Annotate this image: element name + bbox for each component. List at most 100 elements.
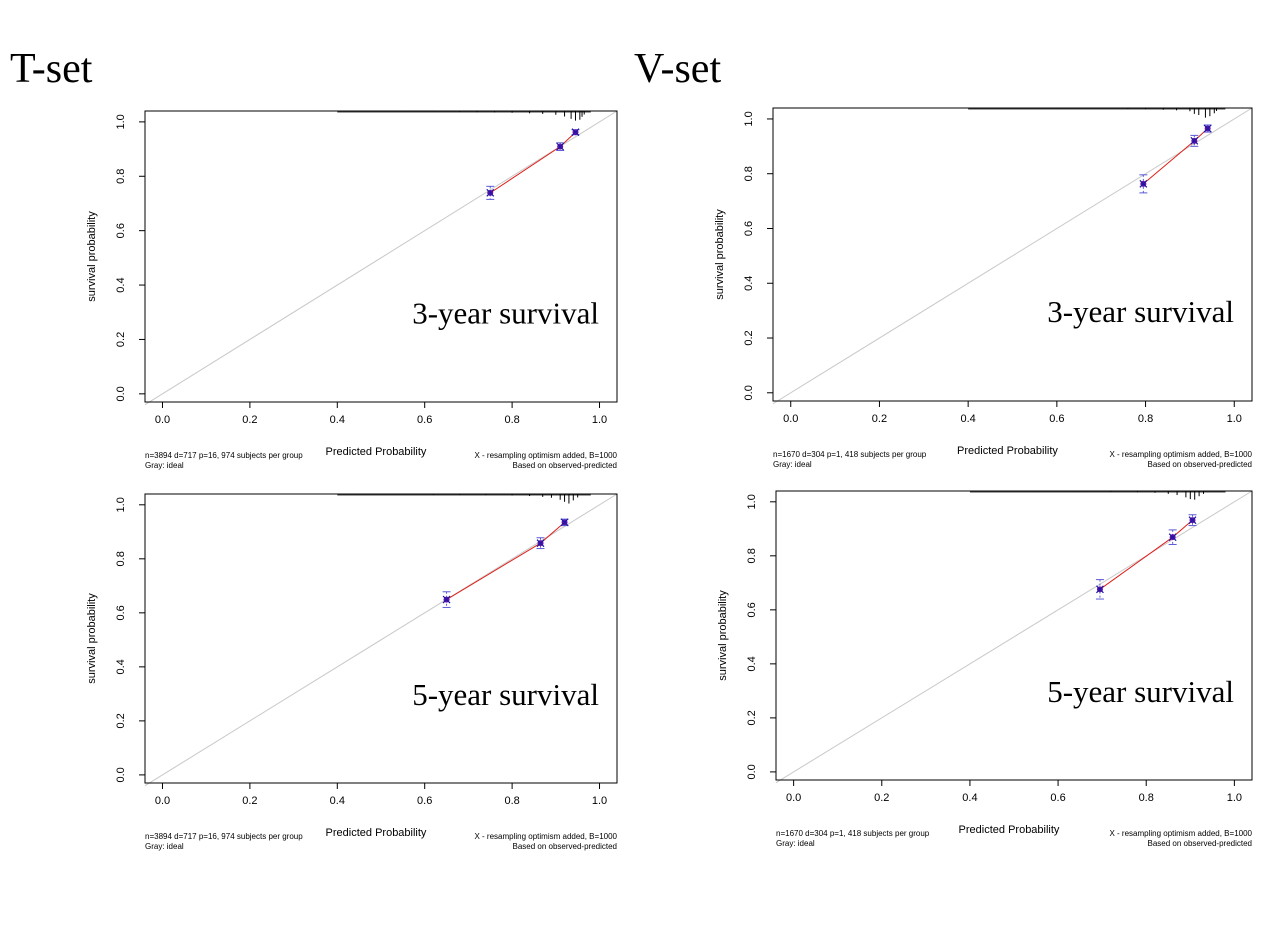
y-tick-label: 0.0 [115,767,127,782]
y-tick-label: 0.8 [743,166,755,181]
y-tick-label: 0.0 [115,386,127,401]
v-set-label: V-set [634,46,722,92]
y-tick-label: 1.0 [115,497,127,512]
x-axis-label: Predicted Probability [326,827,427,839]
x-tick-label: 0.2 [874,792,889,804]
x-tick-label: 1.0 [592,795,607,807]
y-axis-label: survival probability [717,590,729,681]
footnote-left: n=3894 d=717 p=16, 974 subjects per grou… [145,832,303,841]
x-tick-label: 0.0 [786,792,801,804]
x-tick-label: 0.6 [1049,413,1064,425]
footnote-right: Based on observed-predicted [1147,839,1252,848]
optimism-x-marker [1203,124,1212,133]
optimism-x-marker [486,188,495,197]
calibration-line [1099,519,1193,590]
x-axis-label: Predicted Probability [959,824,1060,836]
x-tick-label: 0.8 [504,414,519,426]
optimism-x-marker [1096,585,1104,594]
x-tick-label: 0.6 [1050,792,1065,804]
footnote-left: Gray: ideal [776,839,815,848]
plot-frame [144,493,618,784]
calibration-panel-3: 0.0 0.2 0.4 0.6 0.8 1.0 0.0 0.2 0.4 0.6 0.8 1.0 Pred… [86,493,618,851]
calibration-panel-4: 0.0 0.2 0.4 0.6 0.8 1.0 0.0 0.2 0.4 0.6 0.8 1.0 Pred… [717,490,1253,848]
y-tick-label: 0.4 [115,277,127,292]
optimism-x-marker [1190,136,1199,145]
plot-frame [772,107,1253,402]
x-tick-label: 0.2 [872,413,887,425]
optimism-x-marker [1168,533,1177,542]
footnote-right: X - resampling optimism added, B=1000 [1109,450,1252,459]
optimism-x-marker [556,142,565,151]
x-tick-label: 1.0 [1227,413,1242,425]
footnote-right: Based on observed-predicted [512,842,617,851]
y-tick-label: 0.8 [115,169,127,184]
y-tick-label: 0.0 [746,764,758,779]
ideal-line [775,490,1253,784]
optimism-x-marker [1188,516,1197,525]
y-tick-label: 0.6 [743,221,755,236]
footnote-left: n=1670 d=304 p=1, 418 subjects per group [776,829,930,838]
x-tick-label: 0.0 [155,795,170,807]
x-tick-label: 0.4 [962,792,977,804]
x-axis-label: Predicted Probability [957,445,1058,457]
calibration-line [1143,128,1208,185]
x-tick-label: 0.8 [1139,792,1154,804]
optimism-x-marker [536,539,545,548]
x-tick-label: 0.4 [960,413,975,425]
x-axis-label: Predicted Probability [326,446,427,458]
plot-frame [775,490,1253,781]
y-tick-label: 0.6 [115,605,127,620]
footnote-right: X - resampling optimism added, B=1000 [1109,829,1252,838]
x-tick-label: 0.4 [330,414,345,426]
survival-annotation: 3-year survival [412,295,599,330]
plot-frame [144,110,618,403]
footnote-right: X - resampling optimism added, B=1000 [474,832,617,841]
x-tick-label: 0.8 [1138,413,1153,425]
x-tick-label: 0.2 [242,795,257,807]
y-tick-label: 0.4 [746,656,758,671]
y-tick-label: 0.8 [115,551,127,566]
optimism-x-marker [560,518,569,527]
y-tick-label: 0.4 [743,276,755,291]
optimism-x-marker [571,128,580,137]
y-tick-label: 1.0 [115,114,127,129]
footnote-left: n=3894 d=717 p=16, 974 subjects per grou… [145,451,303,460]
survival-annotation: 5-year survival [1047,674,1234,709]
optimism-x-marker [1139,179,1148,188]
x-tick-label: 0.6 [417,414,432,426]
y-tick-label: 0.8 [746,548,758,563]
calibration-panel-1: 0.0 0.2 0.4 0.6 0.8 1.0 0.0 0.2 0.4 0.6 0.8 1.0 Pred… [86,110,618,470]
calibration-panel-2: 0.0 0.2 0.4 0.6 0.8 1.0 0.0 0.2 0.4 0.6 0.8 1.0 Pred… [714,107,1253,469]
y-tick-label: 1.0 [743,111,755,126]
y-tick-label: 1.0 [746,494,758,509]
footnote-right: Based on observed-predicted [1147,460,1252,469]
footnote-right: X - resampling optimism added, B=1000 [474,451,617,460]
ideal-line [772,107,1253,405]
optimism-x-marker [442,595,451,604]
y-tick-label: 0.2 [115,332,127,347]
y-tick-label: 0.6 [115,223,127,238]
y-axis-label: survival probability [86,211,98,302]
y-tick-label: 0.4 [115,659,127,674]
t-set-label: T-set [10,46,93,92]
footnote-left: n=1670 d=304 p=1, 418 subjects per group [773,450,927,459]
ideal-line [144,110,618,406]
y-tick-label: 0.6 [746,602,758,617]
x-tick-label: 0.0 [155,414,170,426]
y-tick-label: 0.2 [746,710,758,725]
footnote-left: Gray: ideal [773,460,812,469]
x-tick-label: 0.6 [417,795,432,807]
x-tick-label: 0.8 [504,795,519,807]
y-tick-label: 0.2 [115,713,127,728]
x-tick-label: 1.0 [592,414,607,426]
footnote-right: Based on observed-predicted [512,461,617,470]
y-tick-label: 0.2 [743,330,755,345]
y-tick-label: 0.0 [743,385,755,400]
x-tick-label: 0.0 [783,413,798,425]
calibration-line [489,131,576,194]
survival-annotation: 5-year survival [412,677,599,712]
x-tick-label: 1.0 [1227,792,1242,804]
y-axis-label: survival probability [714,209,726,300]
footnote-left: Gray: ideal [145,461,184,470]
